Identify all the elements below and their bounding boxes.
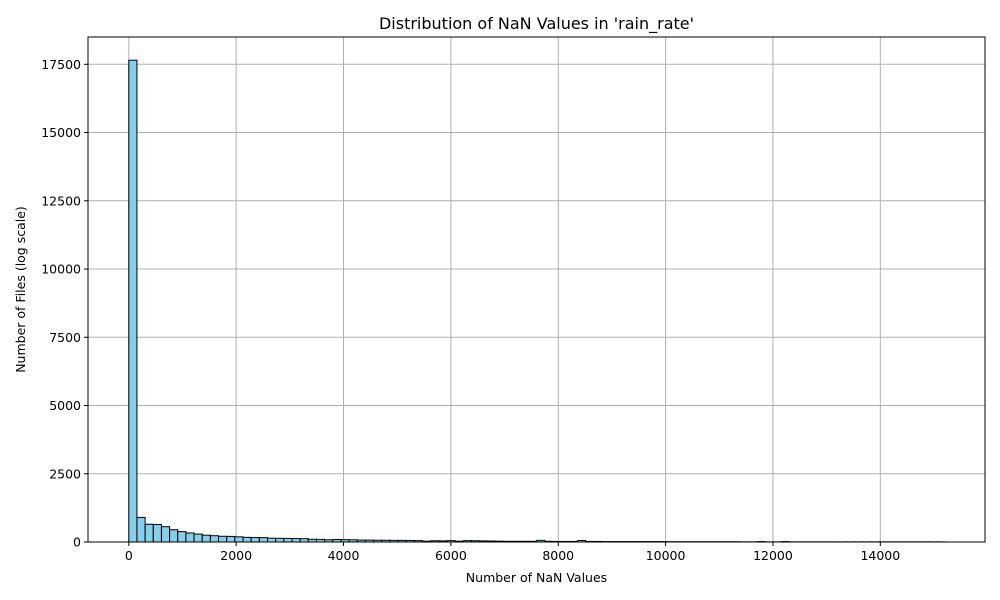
y-tick-label: 10000 xyxy=(41,262,81,277)
histogram-bar xyxy=(291,538,301,543)
y-tick-label: 15000 xyxy=(41,125,81,140)
y-axis-label: Number of Files (log scale) xyxy=(13,206,28,373)
histogram-bar xyxy=(250,536,260,543)
histogram-bar xyxy=(209,535,220,543)
x-axis-label: Number of NaN Values xyxy=(466,570,607,585)
y-tick-label: 17500 xyxy=(41,57,81,72)
histogram-bar xyxy=(160,526,171,543)
histogram-bar xyxy=(136,516,146,543)
chart-title: Distribution of NaN Values in 'rain_rate… xyxy=(379,14,694,34)
y-tick-label: 7500 xyxy=(49,330,81,345)
histogram-bar xyxy=(226,535,236,543)
histogram-bar xyxy=(275,537,285,543)
y-axis-ticks: 0 2500 5000 7500 10000 12500 15000 17500 xyxy=(41,57,88,550)
x-tick-label: 12000 xyxy=(753,548,793,563)
histogram-bar xyxy=(234,536,244,543)
histogram-bar xyxy=(185,532,195,543)
histogram-bar xyxy=(169,529,179,543)
y-tick-label: 0 xyxy=(73,535,81,550)
histogram-bar xyxy=(152,524,162,543)
histogram-bar xyxy=(144,523,154,543)
y-tick-label: 2500 xyxy=(49,466,81,481)
y-tick-label: 5000 xyxy=(49,398,81,413)
histogram-bar xyxy=(193,533,203,543)
x-axis-ticks: 0 2000 4000 6000 8000 10000 12000 14000 xyxy=(125,542,900,563)
x-tick-label: 10000 xyxy=(646,548,686,563)
histogram-bar xyxy=(128,59,138,543)
x-tick-label: 6000 xyxy=(435,548,467,563)
histogram-bar xyxy=(177,531,187,543)
y-tick-label: 12500 xyxy=(41,193,81,208)
histogram-bar xyxy=(258,537,269,543)
histogram-bar xyxy=(283,537,293,543)
histogram-bar xyxy=(267,537,277,543)
x-tick-label: 14000 xyxy=(860,548,900,563)
histogram-bar xyxy=(201,534,211,543)
x-tick-label: 0 xyxy=(125,548,133,563)
histogram-bar xyxy=(242,536,252,543)
x-tick-label: 8000 xyxy=(542,548,574,563)
histogram-bar xyxy=(218,535,228,543)
x-tick-label: 4000 xyxy=(328,548,360,563)
x-tick-label: 2000 xyxy=(220,548,252,563)
grid-lines xyxy=(88,37,985,543)
plot-area-frame xyxy=(87,36,986,543)
